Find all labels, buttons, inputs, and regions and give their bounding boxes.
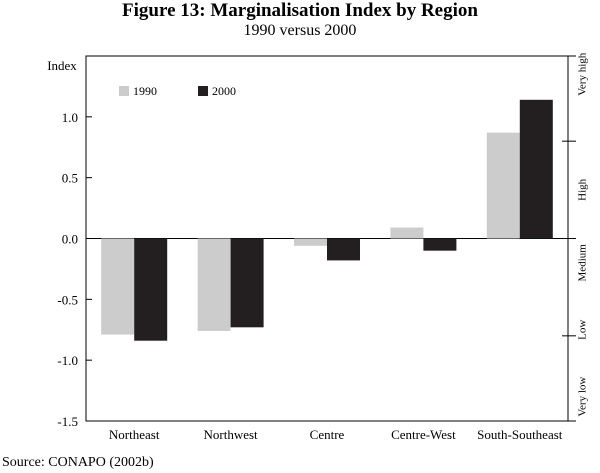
bar-1990 xyxy=(294,238,327,246)
bars xyxy=(101,99,553,341)
legend-label-2000: 2000 xyxy=(212,84,236,98)
x-category-label: Northeast xyxy=(109,427,160,442)
band-label: Very high xyxy=(577,52,589,96)
x-category-label: Centre-West xyxy=(391,427,456,442)
bar-1990 xyxy=(197,238,231,331)
legend-label-1990: 1990 xyxy=(133,84,157,98)
source-note: Source: CONAPO (2002b) xyxy=(2,455,154,470)
x-category-label: Northwest xyxy=(204,427,259,442)
y-tick-label: -0.5 xyxy=(57,292,78,307)
legend-swatch-2000 xyxy=(198,86,208,96)
band-label: Medium xyxy=(577,244,589,282)
band-label: High xyxy=(577,178,589,201)
band-label: Very low xyxy=(577,377,589,417)
chart-title: Figure 13: Marginalisation Index by Regi… xyxy=(122,0,478,21)
bar-1990 xyxy=(390,227,424,239)
bar-2000 xyxy=(327,238,360,261)
legend: 1990 2000 xyxy=(119,84,236,98)
bar-2000 xyxy=(423,238,457,251)
bar-1990 xyxy=(101,238,135,335)
chart-subtitle: 1990 versus 2000 xyxy=(243,22,357,39)
y-tick-label: -1.5 xyxy=(57,414,78,429)
legend-swatch-1990 xyxy=(119,86,129,96)
bar-2000 xyxy=(230,238,264,328)
y-tick-label: 0.5 xyxy=(62,171,78,186)
x-category-label: Centre xyxy=(310,427,345,442)
y-tick-label: -1.0 xyxy=(57,353,78,368)
bar-2000 xyxy=(134,238,168,341)
y-tick-label: 0.0 xyxy=(62,232,78,247)
bar-2000 xyxy=(519,99,553,239)
x-category-label: South-Southeast xyxy=(477,427,563,442)
band-label: Low xyxy=(577,320,589,340)
y-axis-label: Index xyxy=(47,58,77,73)
bar-1990 xyxy=(486,132,520,239)
y-tick-label: 1.0 xyxy=(62,110,78,125)
